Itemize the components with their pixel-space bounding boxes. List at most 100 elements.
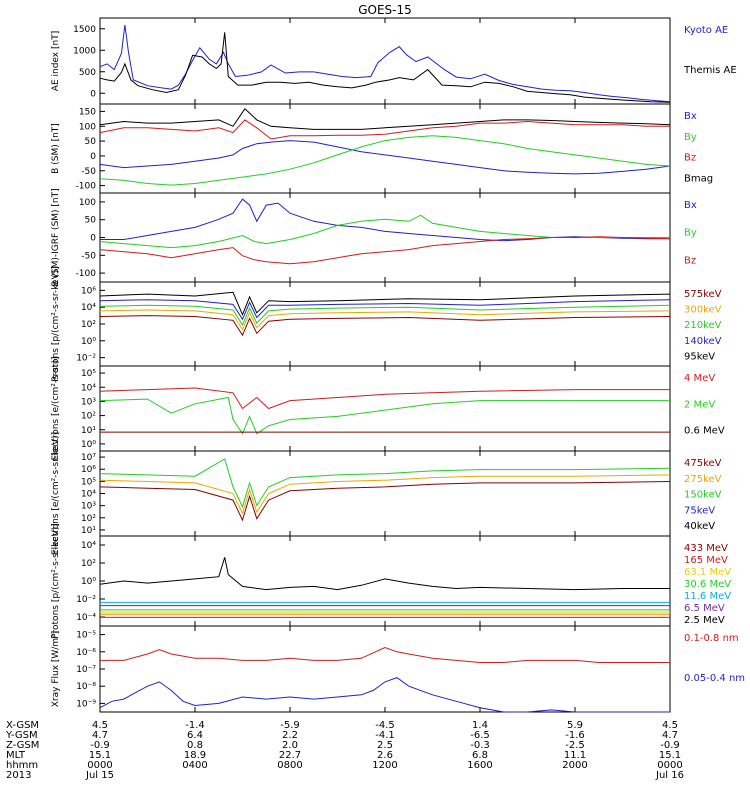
legend-entry: Bx bbox=[684, 200, 697, 211]
series-line bbox=[99, 474, 671, 515]
series-line bbox=[99, 140, 671, 175]
footer-row-label: X-GSM bbox=[6, 720, 39, 731]
panel-frame bbox=[99, 450, 671, 537]
footer-value: 2000 bbox=[562, 760, 587, 771]
footer-value: 18.9 bbox=[184, 750, 206, 761]
series-line bbox=[99, 481, 671, 522]
footer-value: 2.0 bbox=[282, 740, 298, 751]
footer-value: 1200 bbox=[372, 760, 397, 771]
y-axis-label: Electrons [e/(cm²-s-sr-keV)] bbox=[51, 432, 61, 555]
footer-row-label: Z-GSM bbox=[6, 740, 39, 751]
y-tick-label: 50 bbox=[85, 137, 97, 147]
series-line bbox=[99, 299, 671, 321]
y-tick-label: -50 bbox=[81, 167, 96, 177]
y-tick-label: 10⁰ bbox=[81, 577, 96, 587]
footer-value: 4.7 bbox=[662, 730, 678, 741]
y-tick-label: 10⁻⁵ bbox=[76, 631, 96, 641]
series-line bbox=[99, 557, 670, 591]
footer-value: 5.9 bbox=[567, 720, 583, 731]
legend-entry: 575keV bbox=[684, 289, 722, 300]
footer-value: 0800 bbox=[277, 760, 302, 771]
series-line bbox=[99, 458, 671, 509]
y-tick-label: 10⁻⁸ bbox=[76, 682, 96, 692]
footer-value: 0.8 bbox=[187, 740, 203, 751]
y-axis-label: Xray Flux [W/m²] bbox=[51, 631, 61, 707]
y-axis-label: Electrons [e/(cm²-s-sr)] bbox=[51, 357, 61, 461]
footer-value: -1.6 bbox=[565, 730, 585, 741]
series-line bbox=[99, 677, 670, 713]
series-line bbox=[100, 646, 670, 663]
footer-value: -0.3 bbox=[470, 740, 490, 751]
footer-value: 15.1 bbox=[659, 750, 681, 761]
legend-entry: 11.6 MeV bbox=[684, 591, 731, 602]
y-tick-label: 10⁷ bbox=[81, 453, 96, 463]
y-tick-label: 0 bbox=[90, 234, 96, 244]
series-line bbox=[99, 135, 671, 186]
footer-value: 2.5 bbox=[377, 740, 393, 751]
y-tick-label: 10⁻⁹ bbox=[76, 699, 96, 709]
panel-frame bbox=[99, 365, 671, 452]
legend-entry: 0.1-0.8 nm bbox=[684, 633, 739, 644]
y-tick-label: 1000 bbox=[73, 46, 96, 56]
y-tick-label: 10⁶ bbox=[81, 465, 96, 475]
legend-entry: 275keV bbox=[684, 474, 722, 485]
legend-entry: 150keV bbox=[684, 490, 722, 501]
panel-frame bbox=[99, 17, 671, 105]
y-tick-label: -100 bbox=[76, 269, 97, 279]
footer-row-label: hhmm bbox=[6, 760, 38, 771]
legend-entry: 40keV bbox=[684, 521, 715, 532]
footer-value: 6.8 bbox=[472, 750, 488, 761]
footer-value: 0400 bbox=[182, 760, 207, 771]
legend-entry: 30.6 MeV bbox=[684, 579, 731, 590]
footer-row-label: MLT bbox=[6, 750, 26, 761]
y-tick-label: 10² bbox=[81, 514, 96, 524]
y-tick-label: 0 bbox=[90, 89, 96, 99]
footer-value: 4.7 bbox=[92, 730, 108, 741]
y-tick-label: 10³ bbox=[81, 502, 96, 512]
series-line bbox=[100, 198, 670, 242]
y-axis-label: AE index [nT] bbox=[51, 31, 61, 91]
legend-entry: 165 MeV bbox=[684, 555, 728, 566]
footer-value: 1.4 bbox=[472, 720, 488, 731]
footer-value: -0.9 bbox=[660, 740, 680, 751]
y-axis-label: Protons [p/(cm²-s-sr-keV)] bbox=[51, 266, 61, 382]
footer-value: -4.1 bbox=[375, 730, 395, 741]
y-tick-label: 1500 bbox=[73, 25, 96, 35]
footer-value: 11.1 bbox=[564, 750, 586, 761]
y-tick-label: 150 bbox=[79, 107, 96, 117]
legend-entry: 433 MeV bbox=[684, 543, 728, 554]
panel-frame bbox=[99, 625, 671, 713]
legend-entry: 210keV bbox=[684, 320, 722, 331]
panel-frame bbox=[99, 281, 671, 367]
series-line bbox=[99, 291, 671, 317]
y-tick-label: 500 bbox=[79, 68, 96, 78]
y-axis-label: B (SM) [nT] bbox=[51, 123, 61, 174]
y-tick-label: 10³ bbox=[81, 397, 96, 407]
legend-entry: Themis AE bbox=[683, 65, 737, 76]
series-line bbox=[99, 24, 671, 103]
y-tick-label: 10⁴ bbox=[81, 490, 96, 500]
legend-entry: 475keV bbox=[684, 458, 722, 469]
footer-value: -1.4 bbox=[185, 720, 205, 731]
footer-value: Jul 16 bbox=[655, 770, 684, 781]
footer-value: 2.2 bbox=[282, 730, 298, 741]
y-tick-label: 10⁻⁴ bbox=[76, 613, 96, 623]
y-tick-label: 10¹ bbox=[81, 526, 96, 536]
legend-entry: Kyoto AE bbox=[684, 25, 728, 36]
legend-entry: 2.5 MeV bbox=[684, 615, 725, 626]
footer-value: Jul 15 bbox=[85, 770, 114, 781]
y-tick-label: 10⁻⁷ bbox=[76, 665, 96, 675]
legend-entry: By bbox=[684, 132, 697, 143]
y-tick-label: 100 bbox=[79, 122, 96, 132]
footer-value: -6.5 bbox=[470, 730, 490, 741]
legend-entry: 4 MeV bbox=[684, 373, 715, 384]
legend-entry: 0.6 MeV bbox=[684, 426, 725, 437]
y-tick-label: 10⁰ bbox=[81, 337, 96, 347]
series-line bbox=[99, 32, 671, 103]
legend-entry: 6.5 MeV bbox=[684, 603, 725, 614]
panel-frame bbox=[99, 103, 671, 194]
series-line bbox=[99, 236, 671, 265]
y-tick-label: 50 bbox=[85, 216, 97, 226]
